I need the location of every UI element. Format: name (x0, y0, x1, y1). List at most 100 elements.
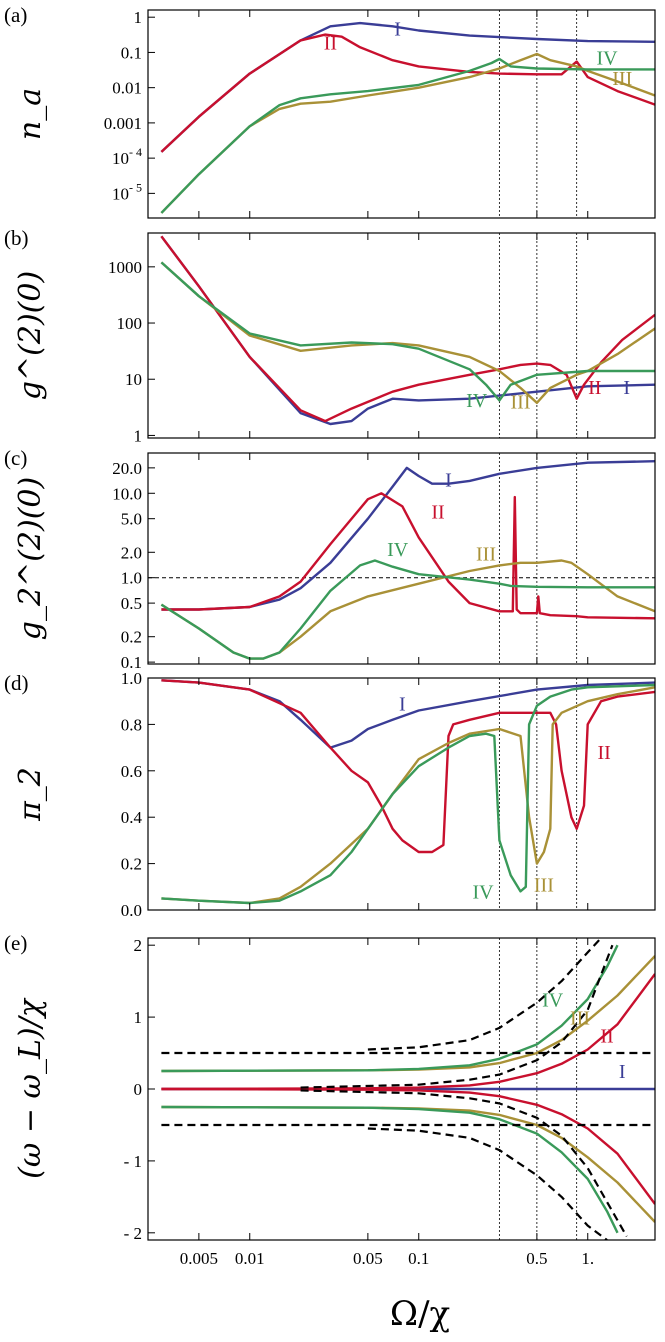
series-label-II: II (600, 1025, 613, 1047)
series-I-line (161, 460, 655, 611)
series-group (161, 679, 655, 905)
y-axis-label: g^(2)(0) (13, 271, 48, 400)
y-tick-label: 1 (134, 1008, 143, 1027)
y-tick-label: 1000 (108, 258, 142, 277)
y-tick-label: 2 (134, 936, 143, 955)
series-II-line (161, 973, 655, 1091)
x-tick-label: 0.5 (526, 1249, 547, 1268)
series-I-line (160, 21, 655, 153)
y-tick-label: 20.0 (112, 459, 142, 478)
y-tick-label: 5.0 (121, 510, 142, 529)
y-tick-label: 0.2 (121, 628, 142, 647)
series-label-III: III (511, 392, 531, 414)
series-label-IV: IV (387, 539, 409, 561)
y-tick-label: 0.1 (121, 43, 142, 62)
series-IV-line (160, 261, 655, 402)
panel-2: 0.1 0.2 0.5 1.0 2.0 5.0 10.0 20.0 (c) g_2^(2)(0) (4, 446, 656, 672)
y-tick-label: 0.2 (121, 855, 142, 874)
y-tick-label: 0.1 (121, 653, 142, 672)
y-tick-label: 1.0 (121, 669, 142, 688)
y-tick-label: - 2 (124, 1224, 142, 1243)
y-tick-label: - 1 (124, 1152, 142, 1171)
series-label-IV: IV (596, 48, 618, 70)
panel-label: (e) (4, 931, 27, 955)
x-tick-label: 0.01 (235, 1249, 265, 1268)
y-tick-label: 0.4 (121, 808, 143, 827)
series-II-line (160, 33, 655, 153)
series-label-II: II (588, 377, 601, 399)
y-tick-label: 100 (117, 314, 143, 333)
y-axis-label: (ω − ω_L)/χ (13, 997, 48, 1179)
x-axis-label: Ω/χ (390, 1294, 450, 1334)
series-label-I: I (445, 470, 452, 492)
series-label-I: I (394, 19, 401, 41)
series-label-III: III (476, 543, 496, 565)
x-tick-label: 1. (581, 1249, 594, 1268)
series-ref-upper-curve-1-line (300, 944, 614, 1089)
series-I-line (160, 235, 655, 426)
y-tick-label: 2.0 (121, 543, 142, 562)
series-II-lower-line (161, 1087, 655, 1205)
series-label-II: II (597, 742, 610, 764)
series-label-III: III (570, 1007, 590, 1029)
y-tick-label: 10.0 (112, 484, 142, 503)
y-tick-label: 1.0 (121, 569, 142, 588)
panel-label: (c) (4, 446, 27, 470)
series-II-line (161, 679, 655, 854)
series-ref-upper-curve-2-line (367, 938, 602, 1051)
y-axis-label: n_a (13, 88, 48, 140)
series-label-IV: IV (542, 989, 564, 1011)
series-III-line (161, 686, 655, 905)
series-group (160, 460, 655, 660)
y-tick-label: 0.001 (104, 114, 142, 133)
y-tick-label: 1 (134, 426, 143, 445)
panel-label: (b) (4, 226, 29, 250)
y-tick-label: 0.5 (121, 594, 142, 613)
plot-frame (147, 232, 656, 439)
series-label-I: I (399, 693, 406, 715)
x-tick-label: 0.05 (353, 1249, 383, 1268)
y-tick-label: 0.6 (121, 762, 142, 781)
series-label-III: III (612, 68, 632, 90)
series-label-I: I (623, 377, 630, 399)
series-label-II: II (324, 33, 337, 55)
series-IV-line (160, 57, 655, 214)
y-tick-label: 1 (134, 8, 143, 27)
series-ref-lower-curve-1-line (300, 1089, 628, 1237)
plot-frame (147, 677, 656, 911)
y-tick-label: 10 (125, 370, 142, 389)
x-tick-label: 0.005 (180, 1249, 218, 1268)
series-label-I: I (619, 1061, 626, 1083)
series-group (160, 235, 655, 426)
series-III-line (160, 559, 655, 660)
series-IV-lower-line (161, 1105, 619, 1234)
series-group (160, 21, 655, 214)
series-I-line (161, 679, 655, 749)
series-ref-lower-curve-2-line (367, 1127, 608, 1240)
series-II-line (160, 235, 655, 423)
panels: 10- 5 10- 4 0.001 0.01 0.1 1 (a) n_a 1 10 100 1000 (… (4, 3, 656, 1268)
series-IV-line (161, 683, 655, 905)
y-tick-label: 0.8 (121, 715, 142, 734)
y-tick-label: 10- 4 (112, 145, 142, 168)
panel-3: 0.0 0.2 0.4 0.6 0.8 1.0 (d) π_2 (4, 669, 656, 920)
series-III-line (160, 52, 655, 214)
series-III-line (160, 261, 655, 404)
panel-0: 10- 5 10- 4 0.001 0.01 0.1 1 (a) n_a (4, 3, 656, 219)
series-group (161, 938, 655, 1240)
series-IV-line (160, 559, 655, 660)
series-label-II: II (431, 502, 444, 524)
y-axis-label: g_2^(2)(0) (13, 477, 48, 640)
panel-label: (a) (4, 3, 27, 27)
series-label-III: III (534, 874, 554, 896)
series-label-IV: IV (472, 881, 494, 903)
series-label-IV: IV (466, 390, 488, 412)
series-II-line (161, 492, 655, 620)
y-tick-label: 10- 5 (112, 180, 142, 203)
plot-frame (147, 452, 656, 665)
panel-1: 1 10 100 1000 (b) g^(2)(0) (4, 226, 656, 445)
x-tick-label: 0.1 (408, 1249, 429, 1268)
y-tick-label: 0.01 (112, 79, 142, 98)
y-axis-label: π_2 (13, 767, 48, 822)
